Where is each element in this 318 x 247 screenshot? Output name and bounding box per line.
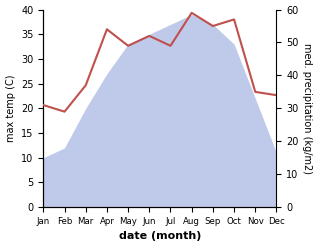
Y-axis label: med. precipitation (kg/m2): med. precipitation (kg/m2) bbox=[302, 43, 313, 174]
X-axis label: date (month): date (month) bbox=[119, 231, 201, 242]
Y-axis label: max temp (C): max temp (C) bbox=[5, 75, 16, 142]
